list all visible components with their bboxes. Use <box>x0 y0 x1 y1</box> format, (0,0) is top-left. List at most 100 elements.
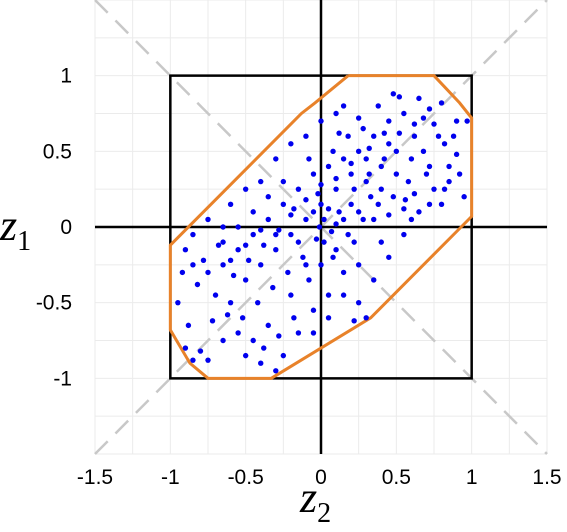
x-axis-label: z2 <box>299 473 331 529</box>
data-point <box>461 194 467 200</box>
data-point <box>453 118 460 124</box>
data-point <box>288 141 294 147</box>
data-point <box>212 292 219 298</box>
data-point <box>325 292 332 298</box>
data-point <box>426 163 433 170</box>
data-point <box>318 201 324 207</box>
data-point <box>431 121 437 127</box>
data-point <box>420 115 427 121</box>
data-point <box>200 257 207 263</box>
data-point <box>194 281 201 288</box>
data-point <box>401 231 407 238</box>
data-point <box>318 181 324 188</box>
data-point <box>224 312 231 318</box>
data-point <box>355 299 362 306</box>
data-point <box>310 330 317 336</box>
data-point <box>426 201 433 207</box>
data-point <box>351 318 357 324</box>
data-point <box>242 186 249 192</box>
data-point <box>250 337 256 344</box>
data-point <box>411 191 418 197</box>
data-point <box>456 171 463 177</box>
data-point <box>408 156 415 162</box>
data-point <box>235 247 241 253</box>
data-point <box>190 357 196 363</box>
y-tick-label: -0.5 <box>36 292 72 315</box>
data-point <box>431 186 437 192</box>
data-point <box>441 141 448 147</box>
unit-square-outline <box>169 74 473 380</box>
data-point <box>318 262 324 268</box>
data-point <box>242 277 249 283</box>
data-point <box>386 254 392 260</box>
data-point <box>411 121 418 127</box>
data-point <box>416 209 422 215</box>
data-point <box>325 315 332 321</box>
x-tick-label: 1.5 <box>532 466 561 489</box>
y-tick-label: 0.5 <box>43 140 72 163</box>
data-point <box>378 186 384 192</box>
data-point <box>280 201 287 207</box>
unit-square <box>169 74 473 380</box>
data-point <box>371 277 377 283</box>
data-points <box>175 91 470 374</box>
polygon-outline <box>168 74 474 380</box>
data-point <box>446 163 452 170</box>
data-point <box>295 186 302 192</box>
y-tick-label: 0 <box>60 216 72 239</box>
data-point <box>340 216 347 223</box>
data-point <box>258 227 264 233</box>
data-point <box>420 148 427 155</box>
data-point <box>265 194 271 200</box>
data-point <box>261 242 267 248</box>
data-point <box>390 194 397 200</box>
data-point <box>401 110 407 117</box>
data-point <box>220 239 226 245</box>
data-point <box>402 197 409 203</box>
data-point <box>348 171 354 177</box>
data-point <box>273 231 279 238</box>
data-point <box>386 118 392 124</box>
data-point <box>396 94 403 100</box>
data-point <box>355 262 362 268</box>
data-point <box>220 262 226 268</box>
data-point <box>426 106 433 112</box>
data-point <box>355 115 362 121</box>
data-point <box>340 156 347 162</box>
data-point <box>276 333 282 339</box>
x-tick-label: 1 <box>466 466 478 489</box>
data-point <box>303 197 309 203</box>
data-point <box>310 171 317 177</box>
data-point <box>393 148 400 155</box>
data-point <box>333 175 339 182</box>
data-point <box>291 315 297 321</box>
data-point <box>375 201 381 207</box>
data-point <box>303 262 309 268</box>
data-point <box>265 322 271 329</box>
data-point <box>368 194 374 200</box>
data-point <box>381 156 387 162</box>
data-point <box>351 186 357 192</box>
x-tick-label: -1.5 <box>77 466 113 489</box>
data-point <box>330 148 336 155</box>
data-point <box>242 352 249 359</box>
data-point <box>215 242 222 248</box>
feasible-polygon <box>168 74 474 380</box>
data-point <box>291 206 297 212</box>
data-point <box>325 163 332 170</box>
data-point <box>325 206 332 212</box>
data-point <box>386 141 392 147</box>
y-axis-label-subscript: 1 <box>17 226 31 257</box>
data-point <box>363 315 369 321</box>
data-point <box>303 133 309 139</box>
data-point <box>242 242 249 248</box>
data-point <box>227 299 234 306</box>
data-point <box>351 239 357 245</box>
data-point <box>227 201 234 207</box>
data-point <box>288 292 294 298</box>
data-point <box>300 254 306 260</box>
data-point <box>371 216 377 223</box>
data-point <box>318 118 324 124</box>
data-point <box>310 307 317 313</box>
data-point <box>333 247 339 253</box>
